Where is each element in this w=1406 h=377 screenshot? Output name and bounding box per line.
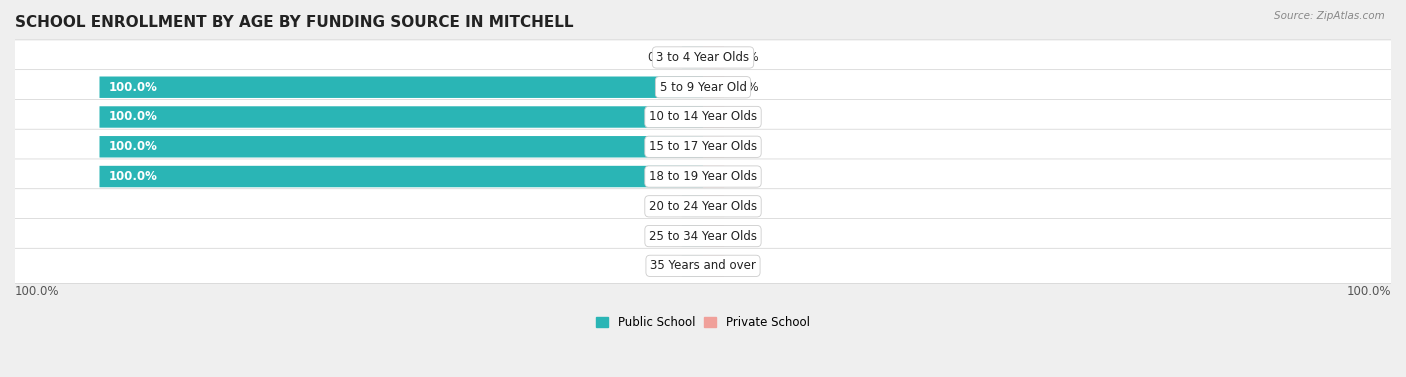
Text: 20 to 24 Year Olds: 20 to 24 Year Olds [650, 200, 756, 213]
FancyBboxPatch shape [0, 189, 1406, 224]
Legend: Public School, Private School: Public School, Private School [592, 311, 814, 334]
FancyBboxPatch shape [682, 255, 703, 277]
FancyBboxPatch shape [0, 159, 1406, 194]
Text: 100.0%: 100.0% [108, 140, 157, 153]
Text: 0.0%: 0.0% [728, 259, 759, 272]
Text: 10 to 14 Year Olds: 10 to 14 Year Olds [650, 110, 756, 124]
Text: 18 to 19 Year Olds: 18 to 19 Year Olds [650, 170, 756, 183]
FancyBboxPatch shape [0, 129, 1406, 164]
Text: 0.0%: 0.0% [647, 200, 678, 213]
Text: 100.0%: 100.0% [108, 110, 157, 124]
FancyBboxPatch shape [682, 196, 703, 217]
FancyBboxPatch shape [703, 225, 724, 247]
FancyBboxPatch shape [100, 77, 703, 98]
FancyBboxPatch shape [0, 40, 1406, 75]
Text: 100.0%: 100.0% [15, 285, 59, 298]
FancyBboxPatch shape [703, 136, 724, 158]
FancyBboxPatch shape [703, 106, 724, 128]
Text: SCHOOL ENROLLMENT BY AGE BY FUNDING SOURCE IN MITCHELL: SCHOOL ENROLLMENT BY AGE BY FUNDING SOUR… [15, 15, 574, 30]
Text: 15 to 17 Year Olds: 15 to 17 Year Olds [650, 140, 756, 153]
Text: 0.0%: 0.0% [728, 51, 759, 64]
Text: 100.0%: 100.0% [1347, 285, 1391, 298]
FancyBboxPatch shape [100, 166, 703, 187]
Text: 0.0%: 0.0% [647, 230, 678, 242]
FancyBboxPatch shape [682, 47, 703, 68]
Text: 0.0%: 0.0% [728, 200, 759, 213]
Text: 0.0%: 0.0% [728, 110, 759, 124]
Text: 100.0%: 100.0% [108, 170, 157, 183]
Text: 5 to 9 Year Old: 5 to 9 Year Old [659, 81, 747, 94]
FancyBboxPatch shape [682, 225, 703, 247]
Text: Source: ZipAtlas.com: Source: ZipAtlas.com [1274, 11, 1385, 21]
FancyBboxPatch shape [0, 219, 1406, 254]
Text: 100.0%: 100.0% [108, 81, 157, 94]
Text: 0.0%: 0.0% [728, 170, 759, 183]
FancyBboxPatch shape [703, 166, 724, 187]
FancyBboxPatch shape [703, 255, 724, 277]
FancyBboxPatch shape [0, 70, 1406, 105]
Text: 35 Years and over: 35 Years and over [650, 259, 756, 272]
Text: 0.0%: 0.0% [728, 81, 759, 94]
Text: 0.0%: 0.0% [728, 230, 759, 242]
Text: 0.0%: 0.0% [647, 259, 678, 272]
FancyBboxPatch shape [100, 106, 703, 128]
Text: 0.0%: 0.0% [728, 140, 759, 153]
FancyBboxPatch shape [0, 248, 1406, 284]
FancyBboxPatch shape [703, 196, 724, 217]
FancyBboxPatch shape [100, 136, 703, 158]
FancyBboxPatch shape [703, 77, 724, 98]
Text: 0.0%: 0.0% [647, 51, 678, 64]
FancyBboxPatch shape [0, 100, 1406, 135]
Text: 3 to 4 Year Olds: 3 to 4 Year Olds [657, 51, 749, 64]
Text: 25 to 34 Year Olds: 25 to 34 Year Olds [650, 230, 756, 242]
FancyBboxPatch shape [703, 47, 724, 68]
